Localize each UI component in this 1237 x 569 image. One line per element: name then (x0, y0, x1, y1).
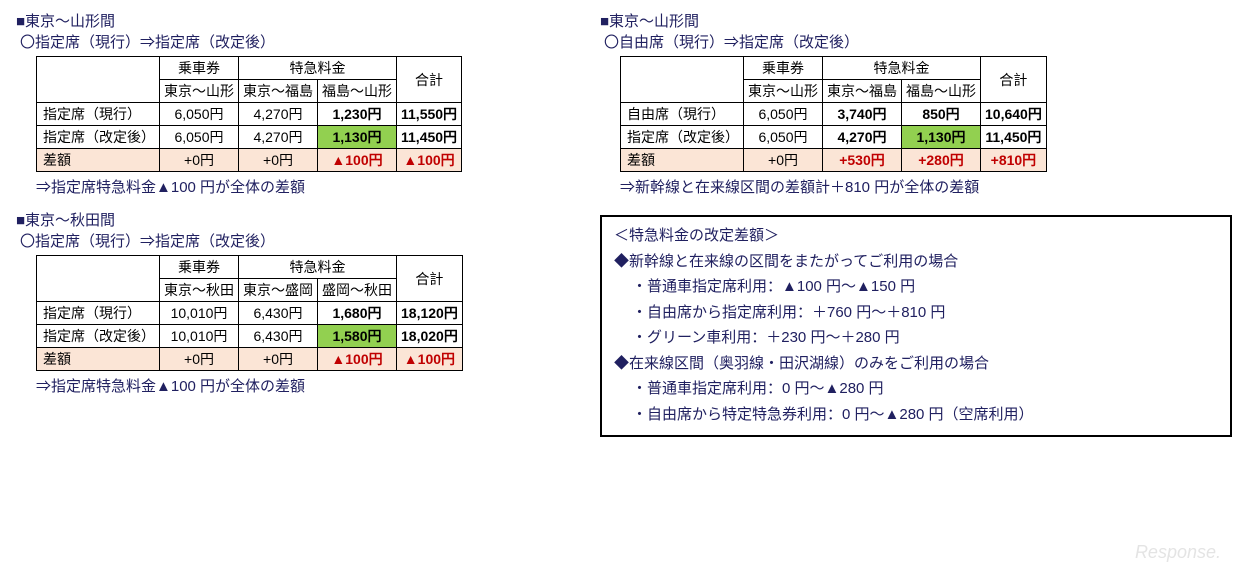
table-row: 自由席（現行） 6,050円 3,740円 850円 10,640円 (621, 103, 1047, 126)
table-row: 指定席（改定後） 6,050円 4,270円 1,130円 11,450円 (37, 126, 462, 149)
section-sub: 〇指定席（現行）⇒指定席（改定後） (20, 31, 568, 52)
summary-item: ・グリーン車利用：＋230 円～＋280 円 (632, 325, 1218, 351)
table-row: 指定席（改定後） 6,050円 4,270円 1,130円 11,450円 (621, 126, 1047, 149)
table-row-diff: 差額 +0円 +0円 ▲100円 ▲100円 (37, 348, 463, 371)
summary-item: ・普通車指定席利用：0 円～▲280 円 (632, 376, 1218, 402)
section-3: ■東京～秋田間 〇指定席（現行）⇒指定席（改定後） 乗車券 特急料金 合計 東京… (8, 207, 568, 437)
summary-item: ・普通車指定席利用：▲100 円～▲150 円 (632, 274, 1218, 300)
section-title: ■東京～山形間 (16, 10, 568, 31)
section-note: ⇒新幹線と在来線区間の差額計＋810 円が全体の差額 (620, 176, 1232, 197)
section-1: ■東京～山形間 〇指定席（現行）⇒指定席（改定後） 乗車券 特急料金 合計 東京… (8, 8, 568, 203)
section-sub: 〇指定席（現行）⇒指定席（改定後） (20, 230, 568, 251)
table-row-diff: 差額 +0円 +530円 +280円 +810円 (621, 149, 1047, 172)
fare-table-1: 乗車券 特急料金 合計 東京～山形 東京～福島 福島～山形 指定席（現行） 6,… (36, 56, 462, 172)
fare-table-2: 乗車券 特急料金 合計 東京～山形 東京～福島 福島～山形 自由席（現行） 6,… (620, 56, 1047, 172)
table-row: 指定席（現行） 6,050円 4,270円 1,230円 11,550円 (37, 103, 462, 126)
table-row: 指定席（現行） 10,010円 6,430円 1,680円 18,120円 (37, 302, 463, 325)
section-title: ■東京～秋田間 (16, 209, 568, 230)
fare-table-3: 乗車券 特急料金 合計 東京～秋田 東京～盛岡 盛岡～秋田 指定席（現行） 10… (36, 255, 463, 371)
section-note: ⇒指定席特急料金▲100 円が全体の差額 (36, 375, 568, 396)
section-title: ■東京～山形間 (600, 10, 1232, 31)
summary-header: ＜特急料金の改定差額＞ (614, 223, 1218, 249)
watermark: Response. (1135, 542, 1221, 563)
section-2: ■東京～山形間 〇自由席（現行）⇒指定席（改定後） 乗車券 特急料金 合計 東京… (592, 8, 1232, 203)
section-sub: 〇自由席（現行）⇒指定席（改定後） (604, 31, 1232, 52)
table-row-diff: 差額 +0円 +0円 ▲100円 ▲100円 (37, 149, 462, 172)
summary-line: ◆在来線区間（奥羽線・田沢湖線）のみをご利用の場合 (614, 351, 1218, 377)
summary-line: ◆新幹線と在来線の区間をまたがってご利用の場合 (614, 249, 1218, 275)
table-row: 指定席（改定後） 10,010円 6,430円 1,580円 18,020円 (37, 325, 463, 348)
section-note: ⇒指定席特急料金▲100 円が全体の差額 (36, 176, 568, 197)
summary-item: ・自由席から指定席利用：＋760 円～＋810 円 (632, 300, 1218, 326)
summary-box: ＜特急料金の改定差額＞ ◆新幹線と在来線の区間をまたがってご利用の場合 ・普通車… (600, 215, 1232, 437)
summary-item: ・自由席から特定特急券利用：0 円～▲280 円（空席利用） (632, 402, 1218, 428)
